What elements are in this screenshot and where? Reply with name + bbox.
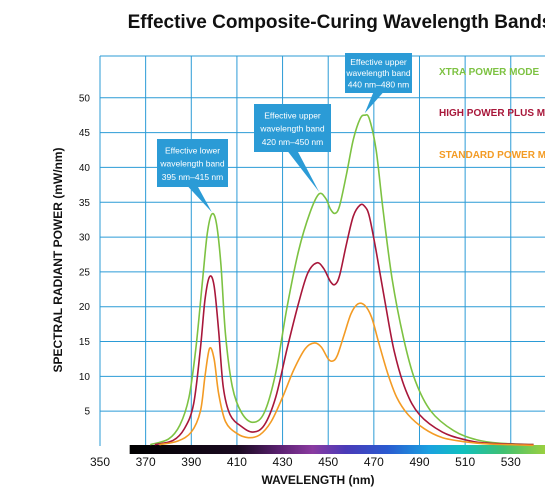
- callout-text: Effective upper: [350, 57, 407, 67]
- x-axis-label: WAVELENGTH (nm): [261, 473, 374, 487]
- callout-text: Effective upper: [264, 110, 321, 120]
- x-tick-label: 390: [181, 455, 201, 469]
- x-tick-label: 370: [136, 455, 156, 469]
- chart-title: Effective Composite-Curing Wavelength Ba…: [128, 12, 545, 33]
- y-tick-label: 50: [79, 93, 91, 104]
- y-tick-label: 15: [79, 337, 91, 348]
- callout-pointer: [187, 186, 212, 213]
- legend: XTRA POWER MODE HIGH POWER PLUS MODE STAND…: [439, 67, 545, 161]
- series-group: [149, 113, 534, 447]
- y-ticks: 5 10 15 20 25 30 35 40 45 50: [79, 93, 91, 417]
- y-tick-label: 35: [79, 198, 91, 209]
- x-tick-label: 510: [455, 455, 475, 469]
- y-tick-label: 10: [79, 372, 91, 383]
- callout-text: wavelength band: [159, 159, 225, 169]
- y-tick-label: 40: [79, 163, 91, 174]
- callout-text: wavelength band: [259, 124, 325, 134]
- legend-entry-0: XTRA POWER MODE: [439, 67, 540, 78]
- spectrum-gradient: [129, 445, 545, 454]
- x-ticks: 350 370 390 410 430 450 470 490 510 530: [90, 455, 521, 469]
- x-tick-label: 350: [90, 455, 110, 469]
- x-tick-label: 490: [409, 455, 429, 469]
- callouts: Effective lower wavelength band 395 nm–415…: [157, 53, 412, 213]
- callout-box: [345, 53, 412, 93]
- callout-text: 395 nm–415 nm: [162, 172, 223, 182]
- callout-text: 420 nm–450 nm: [262, 137, 323, 147]
- y-tick-label: 20: [79, 302, 91, 313]
- legend-entry-2: STANDARD POWER MODE: [439, 150, 545, 161]
- x-tick-label: 450: [318, 455, 338, 469]
- callout-box: [254, 104, 331, 152]
- callout-pointer: [287, 151, 320, 192]
- callout-pointer: [364, 92, 384, 114]
- callout-text: wavelength band: [345, 68, 411, 78]
- y-tick-label: 30: [79, 233, 91, 244]
- series-line-2: [159, 302, 534, 447]
- y-tick-label: 45: [79, 128, 91, 139]
- legend-entry-1: HIGH POWER PLUS MODE: [439, 108, 545, 119]
- x-tick-label: 470: [364, 455, 384, 469]
- wavelength-spectrum-bar: [129, 445, 545, 454]
- callout-text: Effective lower: [165, 145, 220, 155]
- series-line-0: [149, 113, 534, 446]
- y-tick-label: 25: [79, 267, 91, 278]
- x-tick-label: 430: [273, 455, 293, 469]
- x-tick-label: 410: [227, 455, 247, 469]
- callout-box: [157, 139, 228, 187]
- y-axis-label: SPECTRAL RADIANT POWER (mW/nm): [51, 147, 65, 372]
- callout-text: 440 nm–480 nm: [348, 79, 409, 89]
- series-line-1: [154, 203, 534, 446]
- x-tick-label: 530: [501, 455, 521, 469]
- y-tick-label: 5: [84, 407, 90, 418]
